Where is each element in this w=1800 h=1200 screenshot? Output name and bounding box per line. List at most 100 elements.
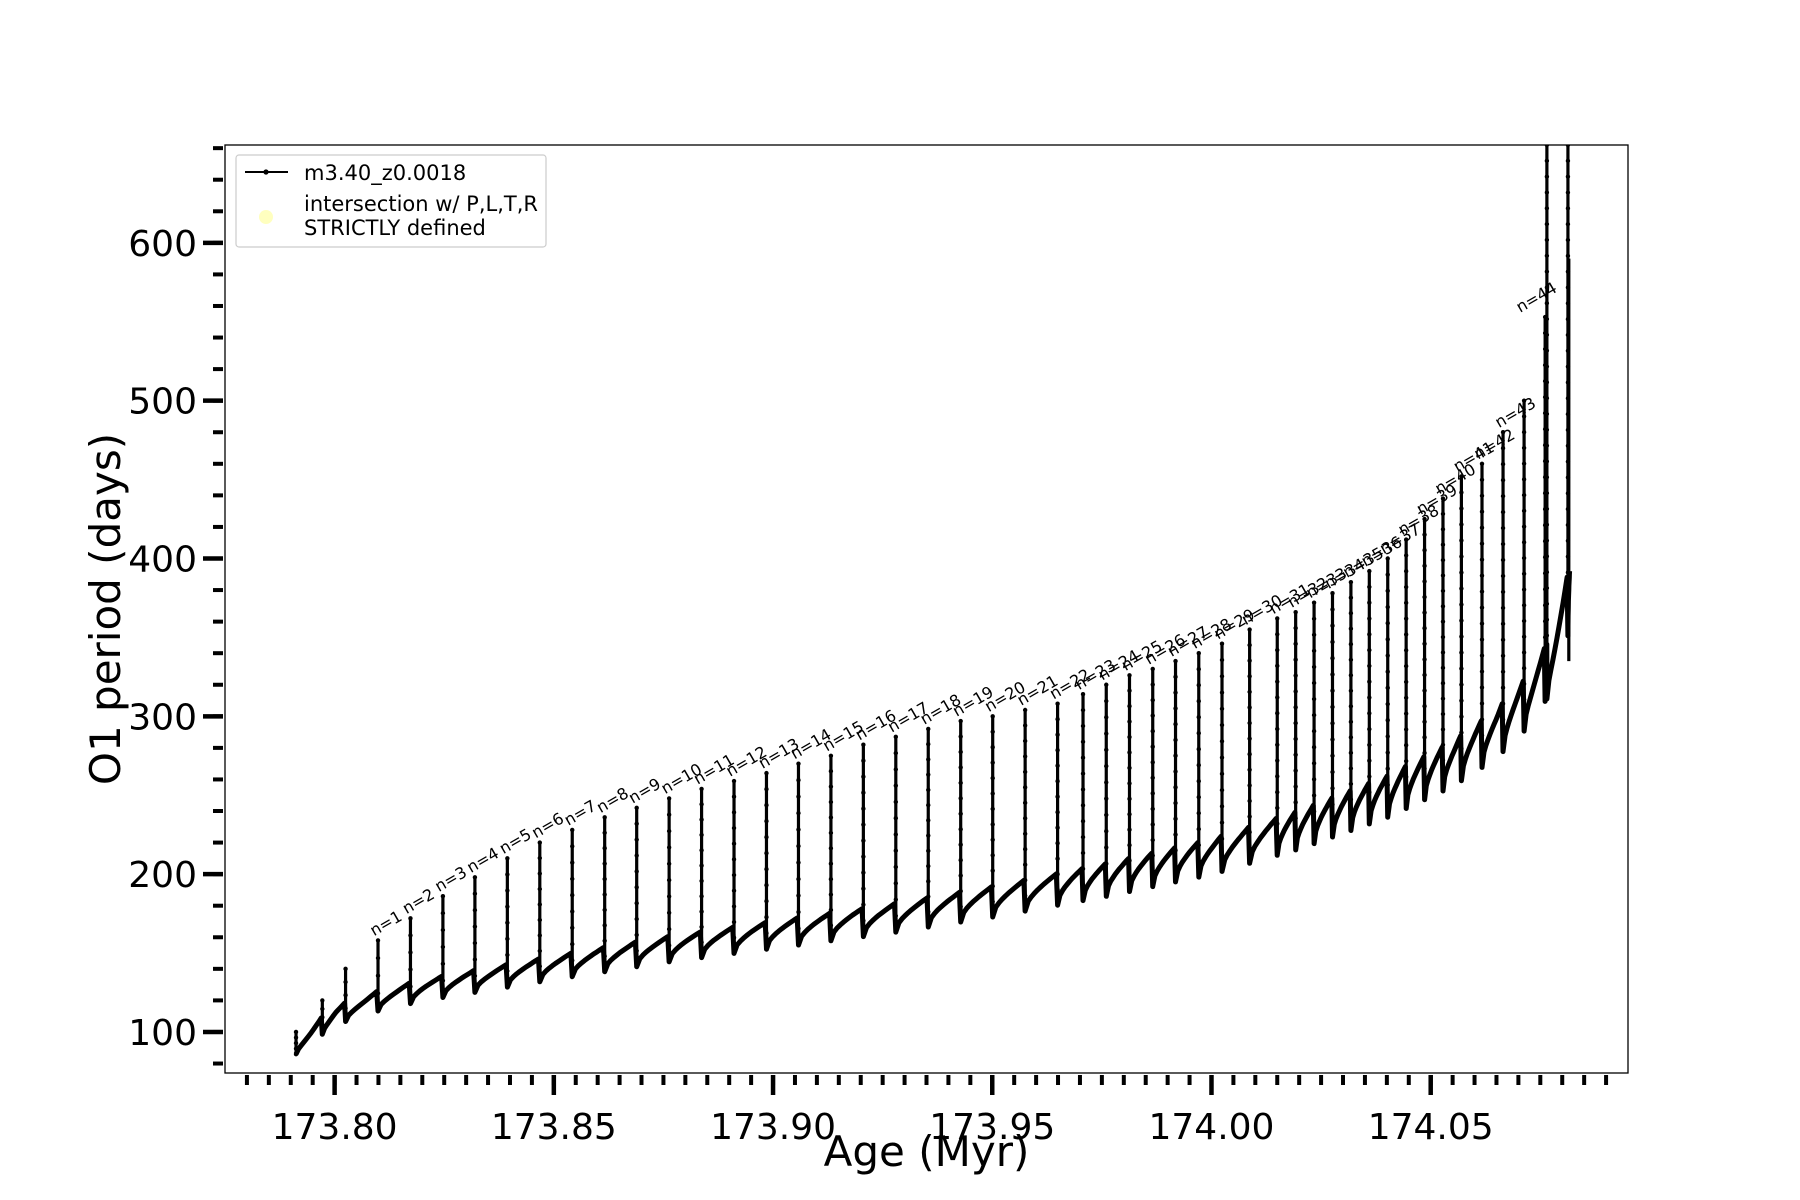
series-point <box>796 794 801 799</box>
series-point <box>1544 459 1550 464</box>
series-point <box>1247 674 1252 679</box>
series-point <box>1173 863 1178 869</box>
series-point <box>1330 818 1335 823</box>
series-point <box>505 888 510 893</box>
series-point <box>408 967 413 972</box>
series-point <box>764 946 769 952</box>
series-point <box>1247 689 1252 695</box>
series-point <box>893 815 899 821</box>
series-point <box>1521 728 1527 734</box>
series-point <box>1196 650 1201 656</box>
series-point <box>472 973 478 979</box>
series-point <box>990 729 995 734</box>
series-point <box>408 1001 413 1006</box>
series-point <box>1500 621 1506 627</box>
series-point <box>990 714 995 719</box>
series-point <box>1544 443 1550 448</box>
series-point <box>828 784 834 789</box>
series-point <box>1459 586 1464 591</box>
series-point <box>1150 884 1155 889</box>
series-point <box>958 888 963 894</box>
series-point <box>666 845 672 850</box>
series-point <box>1173 879 1178 885</box>
series-point <box>1459 778 1464 783</box>
series-point <box>990 837 995 843</box>
series-point <box>666 943 672 948</box>
series-point <box>1348 626 1354 631</box>
series-point <box>1367 742 1372 748</box>
series-point <box>537 948 542 954</box>
series-point <box>1275 679 1280 684</box>
series-point <box>505 904 510 909</box>
series-point <box>1422 594 1427 600</box>
series-point <box>828 815 834 820</box>
series-point <box>1565 190 1571 195</box>
series-point <box>1219 739 1225 744</box>
series-point <box>1348 735 1354 740</box>
series-point <box>1440 573 1446 578</box>
series-layer <box>293 145 1573 1057</box>
series-point <box>1565 158 1571 164</box>
plot-frame <box>224 144 1629 1074</box>
series-point <box>1422 548 1427 553</box>
series-point <box>1293 784 1298 789</box>
series-point <box>1127 734 1132 740</box>
series-point <box>1403 790 1409 795</box>
series-point <box>1479 525 1485 530</box>
series-point <box>958 796 963 801</box>
series-point <box>634 853 639 858</box>
series-point <box>1173 832 1178 837</box>
series-point <box>1196 666 1201 672</box>
series-point <box>764 882 769 888</box>
series-point <box>926 909 931 914</box>
series-point <box>1348 812 1354 818</box>
series-point <box>1293 847 1298 853</box>
series-point <box>1330 656 1335 661</box>
series-point <box>1104 682 1109 687</box>
series-point <box>990 914 995 920</box>
series-point <box>1293 736 1298 742</box>
series-point <box>1348 673 1354 678</box>
series-point <box>1385 815 1390 820</box>
y-tick-label: 300 <box>128 697 197 738</box>
series-point <box>1422 641 1427 646</box>
series-point <box>1544 395 1550 401</box>
series-point <box>1022 785 1028 790</box>
series-point <box>1403 663 1409 669</box>
series-point <box>472 990 478 995</box>
series-point <box>537 871 542 876</box>
series-point <box>1219 657 1225 663</box>
series-point <box>1440 650 1446 655</box>
series-point <box>1422 657 1427 662</box>
series-point <box>1479 461 1485 467</box>
x-tick-label: 173.95 <box>929 1107 1055 1148</box>
series-point <box>1403 648 1409 653</box>
series-point <box>958 919 963 925</box>
series-point <box>1080 723 1086 729</box>
series-point <box>1521 445 1527 451</box>
series-point <box>1330 639 1335 645</box>
series-point <box>1055 716 1060 722</box>
series-point <box>1104 763 1109 769</box>
series-point <box>1367 821 1372 827</box>
series-point <box>764 786 769 792</box>
series-point <box>1127 750 1132 755</box>
series-point <box>570 941 575 947</box>
series-point <box>1127 812 1132 817</box>
series-point <box>893 848 899 853</box>
series-point <box>472 957 478 962</box>
series-point <box>861 886 866 891</box>
y-tick-label: 600 <box>128 224 197 265</box>
series-point <box>893 750 899 756</box>
series-point <box>293 1051 299 1057</box>
series-point <box>1127 765 1132 771</box>
series-point <box>1127 719 1132 724</box>
series-point <box>1127 796 1132 802</box>
legend-label: m3.40_z0.0018 <box>304 161 466 186</box>
series-point <box>731 904 737 909</box>
series-point <box>958 749 963 755</box>
series-point <box>1247 705 1252 710</box>
series-point <box>1348 704 1354 709</box>
series-point <box>1247 642 1252 648</box>
series-point <box>1440 557 1446 563</box>
